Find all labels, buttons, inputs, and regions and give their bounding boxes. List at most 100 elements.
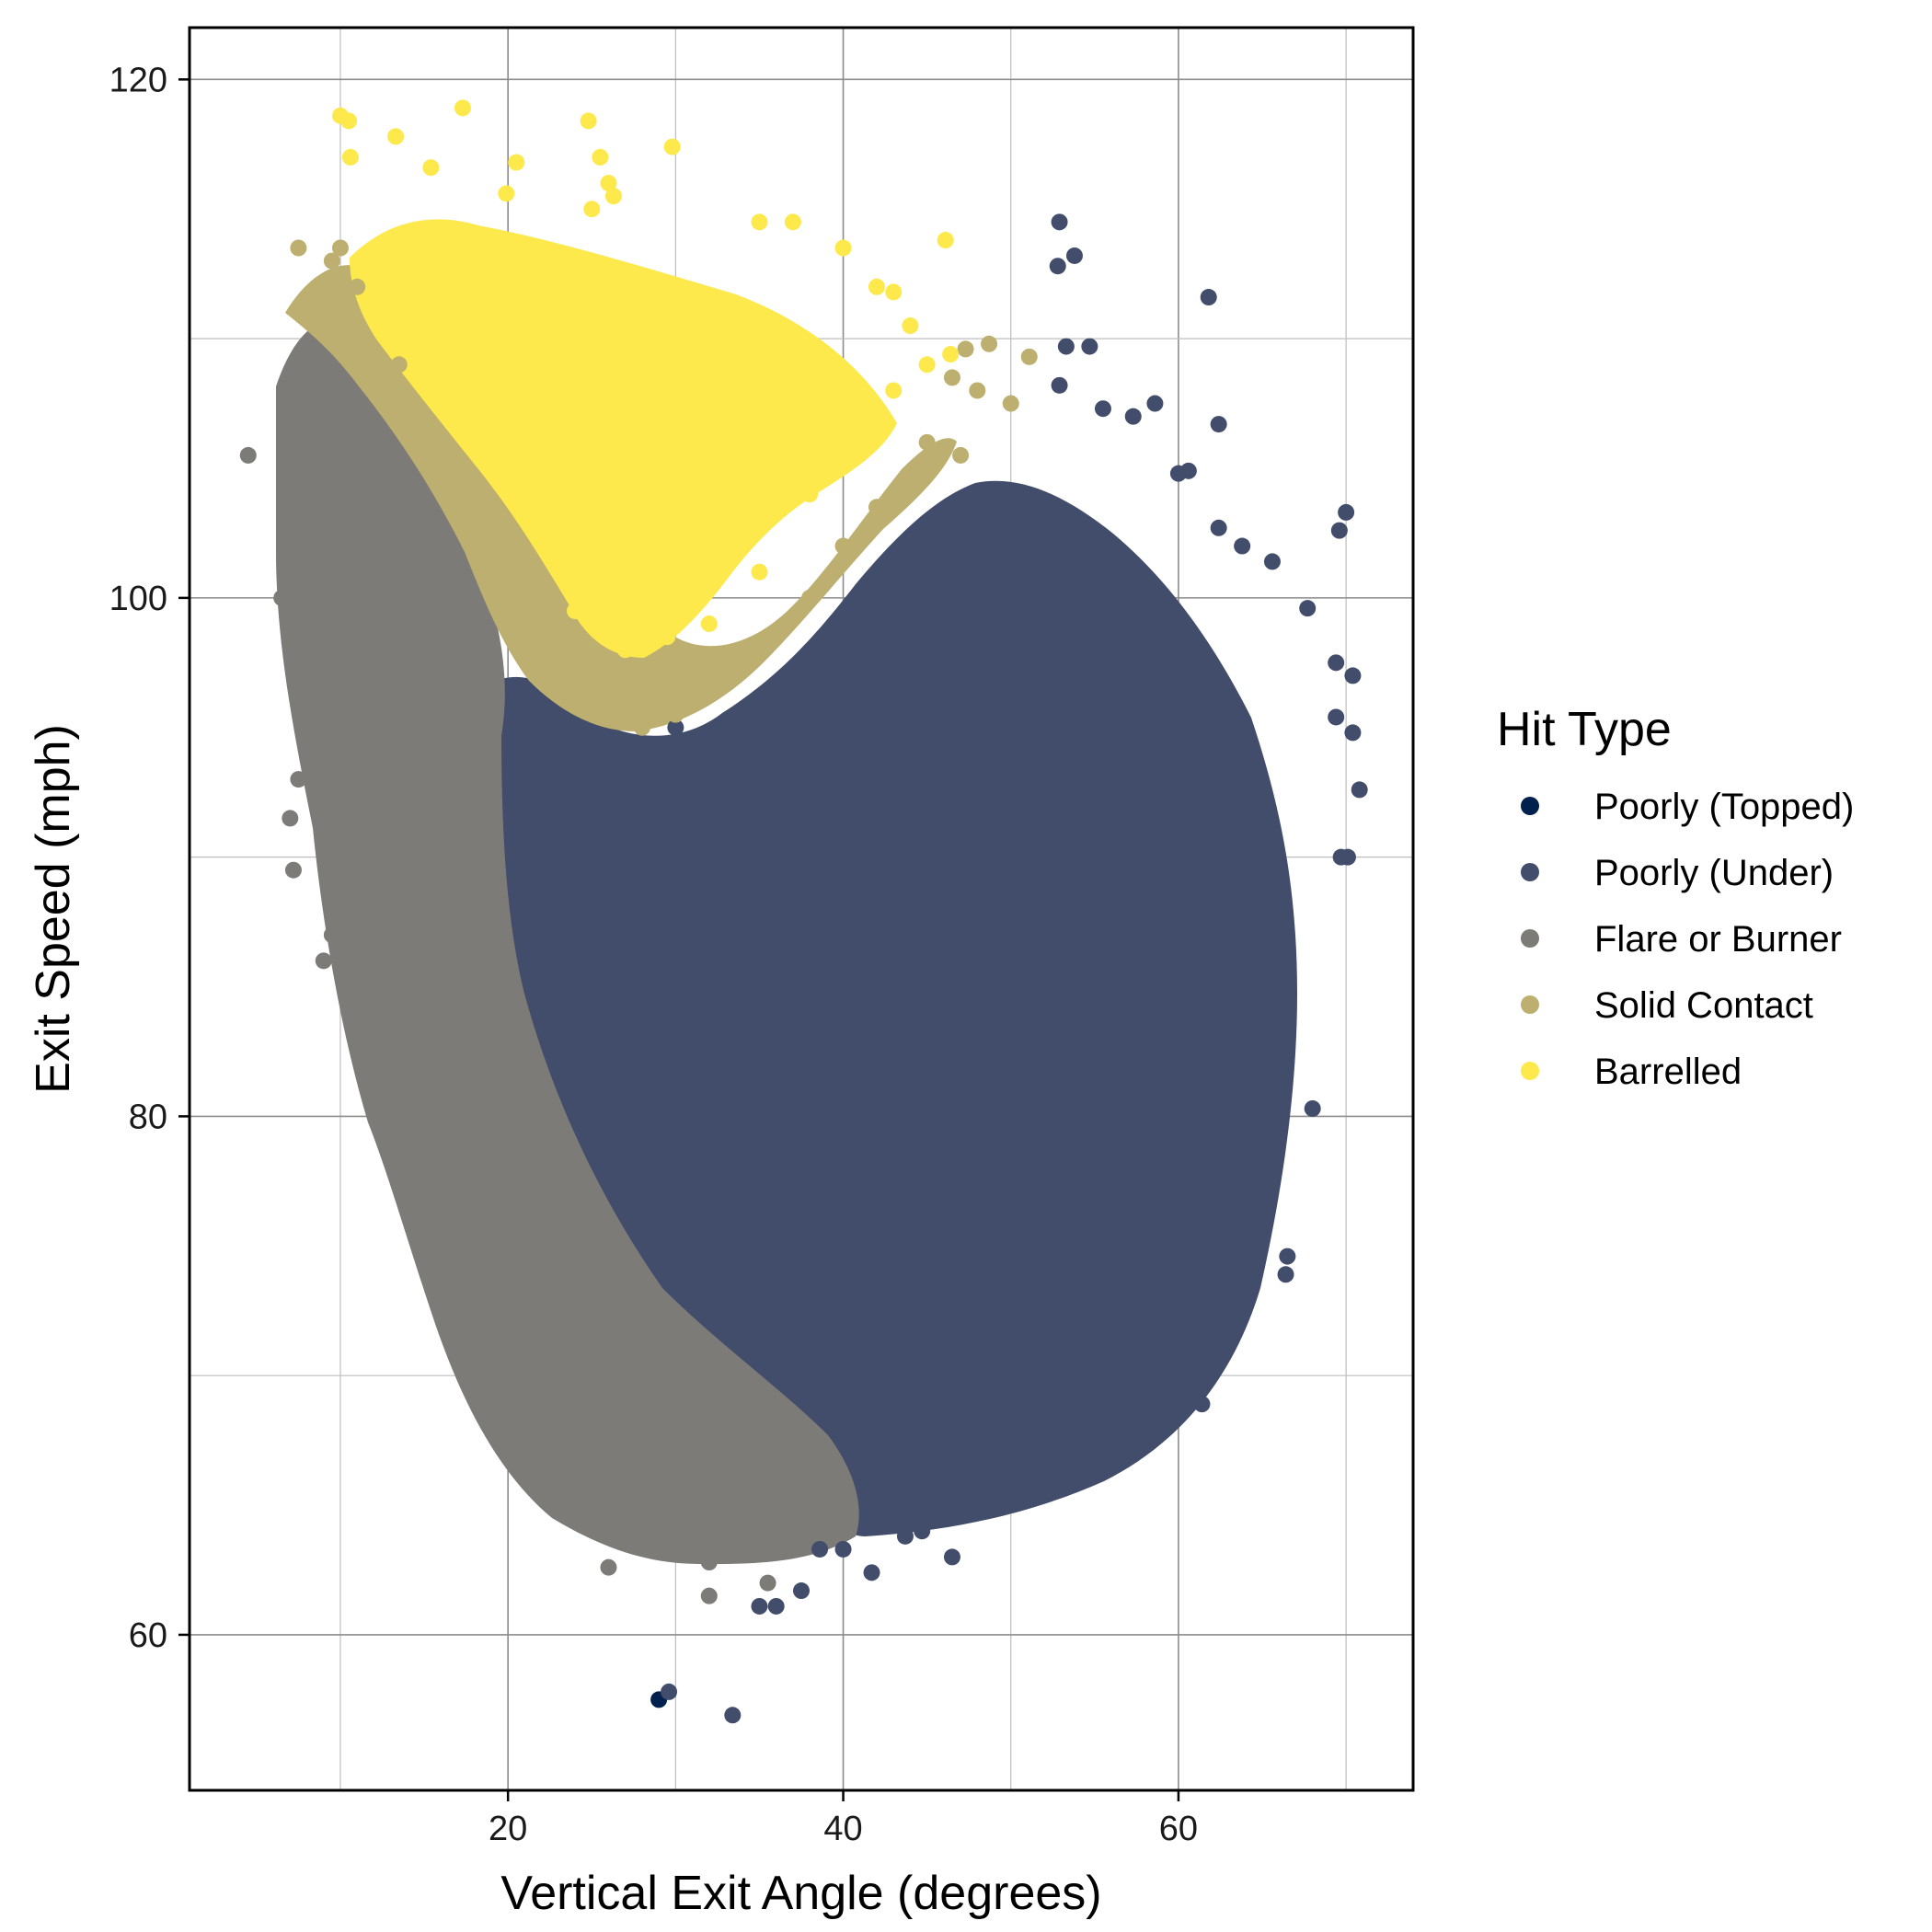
flare-or-burner-point — [284, 861, 302, 879]
x-tick-label: 60 — [1159, 1810, 1198, 1848]
solid-contact-point — [957, 340, 974, 358]
poorly-under-point — [1210, 519, 1227, 536]
poorly-under-point — [943, 1548, 960, 1566]
solid-contact-point — [918, 433, 936, 451]
solid-contact-point — [1002, 395, 1019, 412]
barrelled-point — [340, 112, 358, 130]
poorly-under-point — [724, 1707, 742, 1724]
barrelled-point — [567, 602, 584, 619]
poorly-under-point — [1169, 1387, 1187, 1405]
flare-or-burner-point — [449, 1108, 466, 1125]
legend-label: Barrelled — [1594, 1052, 1742, 1092]
barrelled-point — [616, 641, 634, 659]
poorly-under-point — [1254, 901, 1271, 917]
legend-label: Poorly (Topped) — [1594, 787, 1854, 827]
solid-contact-point — [441, 460, 458, 477]
barrelled-region — [350, 219, 897, 658]
flare-or-burner-point — [642, 1535, 660, 1553]
y-tick-label: 120 — [109, 61, 167, 99]
poorly-under-point — [1328, 708, 1345, 726]
poorly-under-point — [1234, 537, 1251, 555]
legend-key — [1521, 1062, 1539, 1080]
poorly-under-point — [1277, 1266, 1294, 1283]
poorly-under-point — [1124, 408, 1142, 425]
poorly-under-point — [1299, 600, 1317, 617]
poorly-under-point — [1212, 1328, 1229, 1345]
barrelled-point — [583, 330, 601, 348]
barrelled-point — [604, 188, 622, 205]
solid-contact-point — [834, 537, 852, 555]
y-tick-label: 100 — [109, 580, 167, 618]
poorly-under-point — [661, 1683, 678, 1700]
flare-or-burner-point — [365, 1004, 383, 1021]
barrelled-point — [583, 201, 601, 218]
poorly-under-point — [969, 771, 986, 788]
barrelled-point — [580, 112, 597, 130]
barrelled-point — [341, 148, 359, 166]
poorly-under-point — [1332, 848, 1350, 866]
poorly-under-point — [793, 1582, 810, 1600]
poorly-under-point — [1344, 724, 1362, 742]
poorly-under-point — [667, 719, 684, 736]
poorly-under-point — [1146, 395, 1164, 412]
poorly-under-point — [811, 1540, 829, 1558]
x-tick-label: 40 — [823, 1810, 862, 1848]
flare-or-burner-point — [700, 1587, 718, 1604]
barrelled-point — [784, 213, 801, 231]
legend-key — [1521, 929, 1539, 948]
poorly-under-point — [1279, 1248, 1296, 1265]
legend-title: Hit Type — [1497, 703, 1672, 756]
barrelled-point — [600, 175, 617, 192]
solid-contact-point — [331, 239, 349, 257]
legend-key — [1521, 863, 1539, 881]
legend-label: Poorly (Under) — [1594, 853, 1834, 893]
poorly-under-point — [918, 978, 936, 995]
poorly-under-point — [1200, 289, 1217, 306]
poorly-under-point — [1210, 416, 1227, 433]
flare-or-burner-point — [516, 1341, 534, 1358]
legend-label: Flare or Burner — [1594, 919, 1842, 960]
poorly-under-point — [751, 848, 768, 866]
poorly-under-point — [1057, 338, 1075, 355]
barrelled-point — [918, 356, 936, 374]
flare-or-burner-point — [273, 589, 291, 606]
solid-contact-point — [349, 278, 366, 295]
barrelled-point — [592, 148, 609, 166]
poorly-under-point — [1086, 848, 1103, 866]
barrelled-point — [868, 278, 885, 295]
poorly-under-point — [896, 1527, 914, 1545]
barrelled-point — [937, 232, 954, 249]
flare-or-burner-region — [276, 319, 859, 1565]
flare-or-burner-point — [482, 848, 500, 866]
legend-label: Solid Contact — [1594, 985, 1813, 1026]
poorly-under-point — [1304, 1099, 1321, 1117]
barrelled-point — [663, 138, 681, 155]
barrelled-point — [834, 239, 852, 257]
flare-or-burner-point — [282, 810, 299, 827]
barrelled-point — [885, 283, 903, 301]
solid-contact-point — [667, 706, 684, 723]
barrelled-point — [751, 213, 768, 231]
flare-or-burner-point — [600, 1558, 617, 1576]
poorly-under-point — [1002, 1237, 1019, 1255]
flare-or-burner-point — [549, 1315, 567, 1332]
y-axis-title: Exit Speed (mph) — [27, 724, 80, 1094]
flare-or-burner-point — [315, 952, 332, 970]
solid-contact-point — [1020, 348, 1038, 365]
legend-key — [1521, 797, 1539, 815]
poorly-under-point — [1330, 522, 1348, 539]
barrelled-point — [942, 346, 960, 363]
poorly-under-point — [1059, 1457, 1076, 1475]
flare-or-burner-point — [667, 1535, 684, 1553]
solid-contact-point — [390, 356, 408, 374]
flare-or-burner-point — [282, 382, 299, 399]
poorly-under-point — [1203, 1108, 1221, 1125]
poorly-under-point — [1169, 978, 1187, 995]
solid-contact-point — [600, 706, 617, 723]
y-tick-label: 80 — [129, 1098, 167, 1136]
solid-contact-point — [533, 667, 550, 684]
poorly-under-point — [1328, 654, 1345, 672]
barrelled-point — [449, 356, 466, 374]
solid-contact-point — [902, 473, 919, 490]
